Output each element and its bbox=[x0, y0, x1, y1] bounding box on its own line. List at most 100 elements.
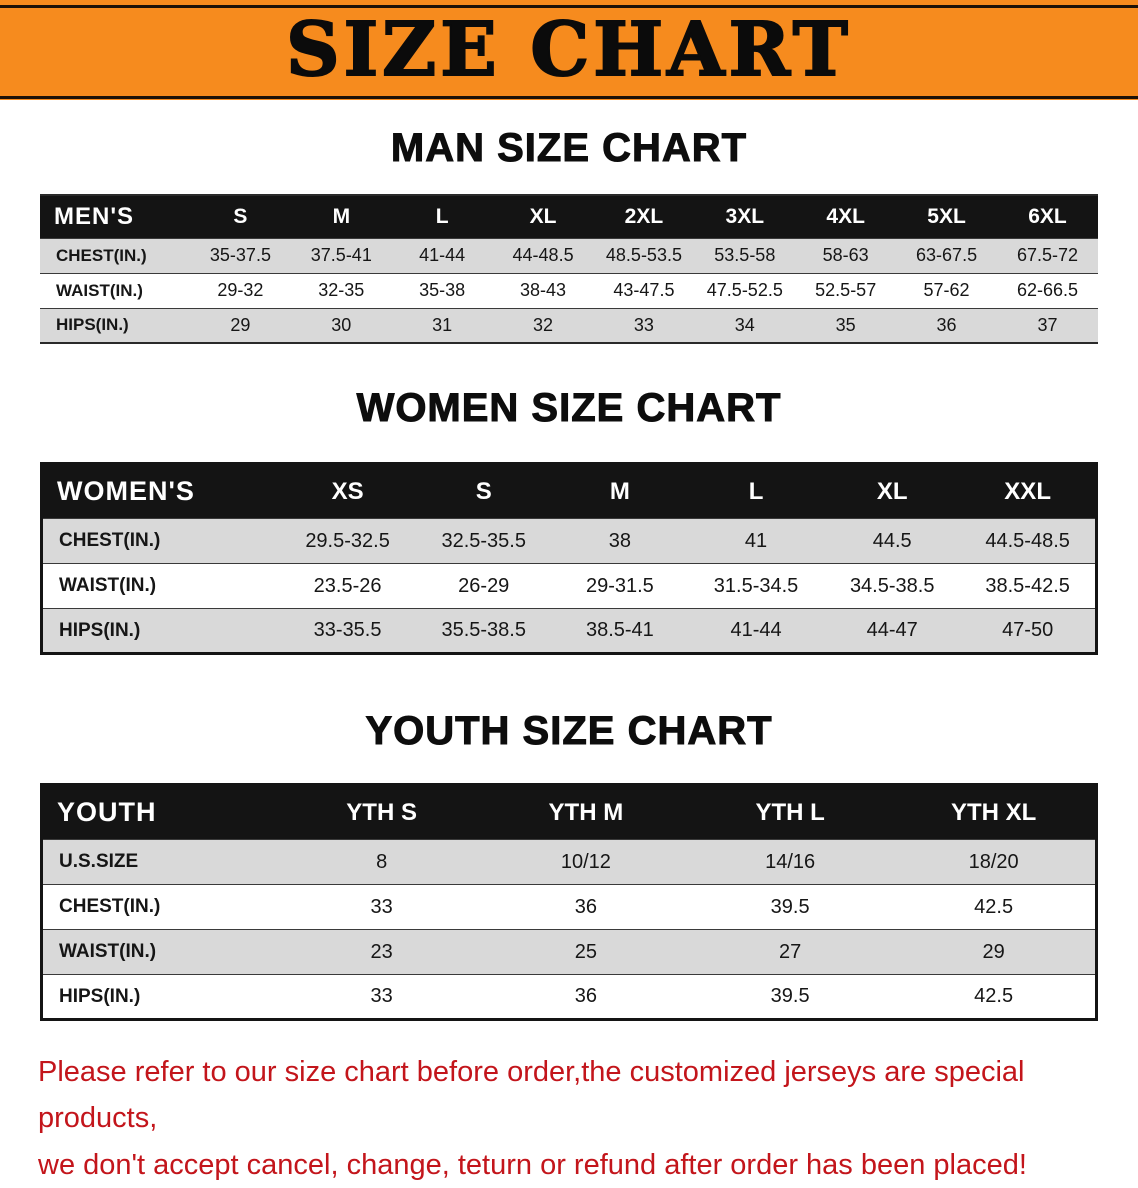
size-value-cell: 25 bbox=[574, 940, 597, 963]
size-column-header: 5XL bbox=[896, 195, 997, 238]
size-column-header: 6XL bbox=[997, 195, 1098, 238]
row-label: CHEST(IN.) bbox=[56, 245, 147, 265]
size-column-header: YTH S bbox=[279, 784, 484, 840]
size-value-cell: 34 bbox=[734, 314, 755, 335]
table-category-header: MEN'S bbox=[40, 195, 190, 238]
size-value-cell: 42.5 bbox=[974, 985, 1014, 1007]
size-value-cell: 23 bbox=[370, 940, 393, 963]
header-row: MEN'S S M L XL 2XL 3XL 4XL 5XL 6XL bbox=[40, 195, 1098, 238]
men-section-heading: MAN SIZE CHART bbox=[390, 126, 748, 171]
disclaimer-line-2: we don't accept cancel, change, teturn o… bbox=[38, 1148, 1027, 1181]
size-value-cell: 36 bbox=[574, 985, 597, 1007]
size-value-cell: 32-35 bbox=[318, 280, 365, 300]
size-value-cell: 35 bbox=[835, 314, 856, 335]
size-value-cell: 32 bbox=[533, 314, 554, 335]
men-size-section: MAN SIZE CHART MEN'S S M L XL 2XL 3XL 4XL 5XL 6XL… bbox=[0, 124, 1138, 344]
size-column-header: S bbox=[415, 463, 552, 519]
size-value-cell: 29 bbox=[230, 314, 251, 335]
size-value-cell: 38 bbox=[608, 529, 632, 552]
size-column-header: XXL bbox=[960, 463, 1097, 519]
size-value-cell: 58-63 bbox=[822, 245, 869, 265]
size-value-cell: 37 bbox=[1037, 314, 1058, 335]
table-row: HIPS(IN.) 33-35.5 35.5-38.5 38.5-41 41-44 44-… bbox=[41, 608, 1097, 654]
size-value-cell: 38-43 bbox=[520, 280, 567, 300]
size-value-cell: 44-48.5 bbox=[512, 245, 574, 265]
row-label: CHEST(IN.) bbox=[59, 530, 161, 551]
size-value-cell: 36 bbox=[936, 314, 957, 335]
table-row: WAIST(IN.) 23.5-26 26-29 29-31.5 31.5-34.5 34… bbox=[41, 563, 1097, 609]
header-row: YOUTH YTH S YTH M YTH L YTH XL bbox=[41, 784, 1097, 840]
size-value-cell: 44.5-48.5 bbox=[985, 529, 1070, 552]
size-value-cell: 29 bbox=[982, 940, 1005, 963]
size-value-cell: 33 bbox=[633, 314, 654, 335]
size-value-cell: 26-29 bbox=[458, 574, 510, 597]
table-row: HIPS(IN.) 29 30 31 32 33 34 35 36 37 bbox=[40, 308, 1098, 343]
size-value-cell: 39.5 bbox=[770, 985, 810, 1007]
size-value-cell: 18/20 bbox=[968, 850, 1019, 873]
size-value-cell: 43-47.5 bbox=[613, 280, 675, 300]
women-section-heading: WOMEN SIZE CHART bbox=[356, 386, 782, 431]
size-value-cell: 36 bbox=[574, 895, 597, 918]
size-column-header: 4XL bbox=[795, 195, 897, 238]
table-row: CHEST(IN.) 35-37.5 37.5-41 41-44 44-48.5 48.5… bbox=[40, 238, 1098, 273]
size-value-cell: 35-37.5 bbox=[209, 245, 271, 265]
size-value-cell: 35-38 bbox=[419, 280, 466, 300]
table-category-header: YOUTH bbox=[41, 784, 280, 840]
table-category-header: WOMEN'S bbox=[41, 463, 280, 519]
size-column-header: 2XL bbox=[593, 195, 695, 238]
size-column-header: YTH XL bbox=[892, 784, 1097, 840]
disclaimer: Please refer to our size chart before or… bbox=[38, 1049, 1108, 1188]
size-value-cell: 48.5-53.5 bbox=[605, 245, 682, 265]
row-label: WAIST(IN.) bbox=[59, 941, 157, 962]
size-value-cell: 14/16 bbox=[765, 850, 816, 873]
page-title: SIZE CHART bbox=[285, 7, 852, 93]
size-value-cell: 67.5-72 bbox=[1016, 245, 1079, 265]
size-column-header: S bbox=[190, 195, 291, 238]
size-column-header: YTH M bbox=[483, 784, 688, 840]
women-size-section: WOMEN SIZE CHART WOMEN'S XS S M L XL XXL CHEST(… bbox=[0, 384, 1138, 655]
size-column-header: 3XL bbox=[694, 195, 796, 238]
size-value-cell: 41-44 bbox=[419, 245, 466, 265]
size-value-cell: 30 bbox=[331, 314, 352, 335]
size-value-cell: 37.5-41 bbox=[310, 245, 372, 265]
size-value-cell: 44.5 bbox=[872, 529, 912, 552]
size-value-cell: 38.5-41 bbox=[585, 619, 654, 641]
size-value-cell: 39.5 bbox=[770, 895, 810, 918]
size-value-cell: 34.5-38.5 bbox=[849, 574, 935, 597]
size-value-cell: 47-50 bbox=[1002, 619, 1054, 641]
row-label: U.S.SIZE bbox=[59, 851, 139, 872]
size-value-cell: 52.5-57 bbox=[815, 280, 877, 300]
size-value-cell: 33 bbox=[370, 985, 393, 1007]
size-value-cell: 38.5-42.5 bbox=[985, 574, 1070, 597]
table-row: CHEST(IN.) 33 36 39.5 42.5 bbox=[41, 884, 1097, 930]
size-column-header: L bbox=[687, 463, 825, 519]
size-value-cell: 47.5-52.5 bbox=[706, 280, 783, 300]
table-row: WAIST(IN.) 23 25 27 29 bbox=[41, 929, 1097, 975]
size-value-cell: 63-67.5 bbox=[916, 245, 978, 265]
size-column-header: L bbox=[391, 195, 493, 238]
size-value-cell: 62-66.5 bbox=[1016, 280, 1079, 300]
size-column-header: M bbox=[551, 463, 688, 519]
size-value-cell: 33-35.5 bbox=[313, 619, 382, 641]
size-value-cell: 29.5-32.5 bbox=[305, 529, 390, 552]
row-label: CHEST(IN.) bbox=[59, 896, 161, 917]
size-value-cell: 32.5-35.5 bbox=[441, 529, 526, 552]
size-value-cell: 10/12 bbox=[560, 850, 611, 873]
size-value-cell: 44-47 bbox=[866, 619, 918, 641]
youth-size-table: YOUTH YTH S YTH M YTH L YTH XL U.S.SIZE 8 10/12… bbox=[40, 783, 1098, 1021]
row-label: HIPS(IN.) bbox=[59, 619, 141, 641]
table-row: HIPS(IN.) 33 36 39.5 42.5 bbox=[41, 974, 1097, 1020]
size-value-cell: 29-32 bbox=[217, 280, 264, 300]
size-value-cell: 27 bbox=[779, 940, 802, 963]
youth-size-section: YOUTH SIZE CHART YOUTH YTH S YTH M YTH L YTH… bbox=[0, 707, 1138, 1021]
header-row: WOMEN'S XS S M L XL XXL bbox=[41, 463, 1097, 519]
row-label: WAIST(IN.) bbox=[59, 575, 157, 596]
size-column-header: XL bbox=[824, 463, 961, 519]
size-value-cell: 41 bbox=[744, 529, 768, 552]
size-column-header: M bbox=[290, 195, 392, 238]
table-row: CHEST(IN.) 29.5-32.5 32.5-35.5 38 41 44.5 44.5… bbox=[41, 518, 1097, 564]
size-column-header: YTH L bbox=[688, 784, 893, 840]
row-label: HIPS(IN.) bbox=[59, 985, 141, 1007]
size-column-header: XS bbox=[279, 463, 416, 519]
